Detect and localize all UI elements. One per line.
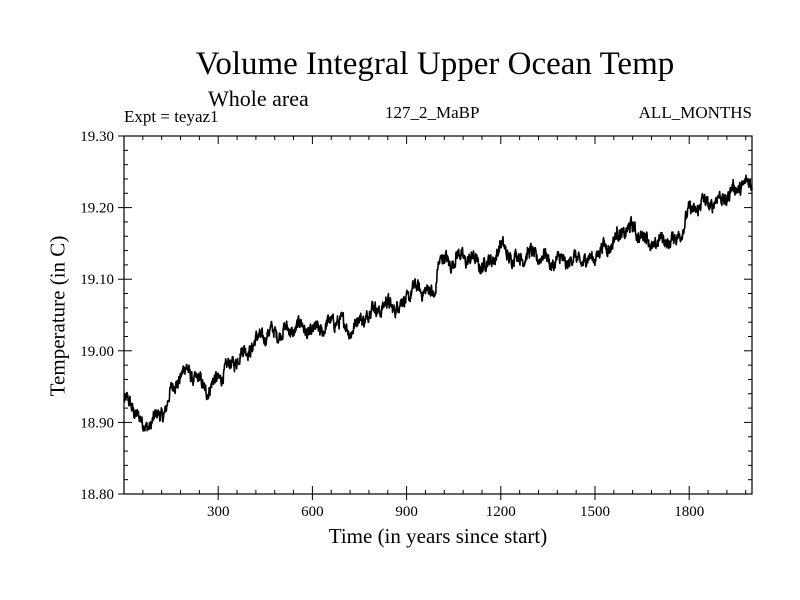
- y-tick-label: 19.00: [80, 344, 114, 360]
- chart-title: Volume Integral Upper Ocean Temp: [195, 46, 675, 82]
- x-tick-label: 900: [395, 504, 418, 520]
- experiment-label: Expt = teyaz1: [124, 107, 219, 126]
- run-id-label: 127_2_MaBP: [385, 103, 480, 122]
- x-tick-label: 1500: [580, 504, 610, 520]
- x-tick-label: 600: [301, 504, 324, 520]
- y-tick-label: 19.30: [80, 129, 114, 145]
- y-tick-label: 18.80: [80, 487, 114, 503]
- plot-frame: [123, 135, 753, 495]
- y-tick-label: 19.10: [80, 272, 114, 288]
- x-tick-label: 1200: [486, 504, 516, 520]
- chart-subtitle: Whole area: [208, 86, 309, 111]
- y-axis-label: Temperature (in C): [45, 235, 70, 397]
- y-tick-label: 19.20: [80, 201, 114, 217]
- x-tick-label: 1800: [674, 504, 704, 520]
- x-axis-label: Time (in years since start): [328, 524, 548, 548]
- y-tick-label: 18.90: [80, 415, 114, 431]
- series-line-teyaz1: [123, 174, 753, 432]
- x-tick-label: 300: [207, 504, 230, 520]
- months-label: ALL_MONTHS: [638, 103, 752, 122]
